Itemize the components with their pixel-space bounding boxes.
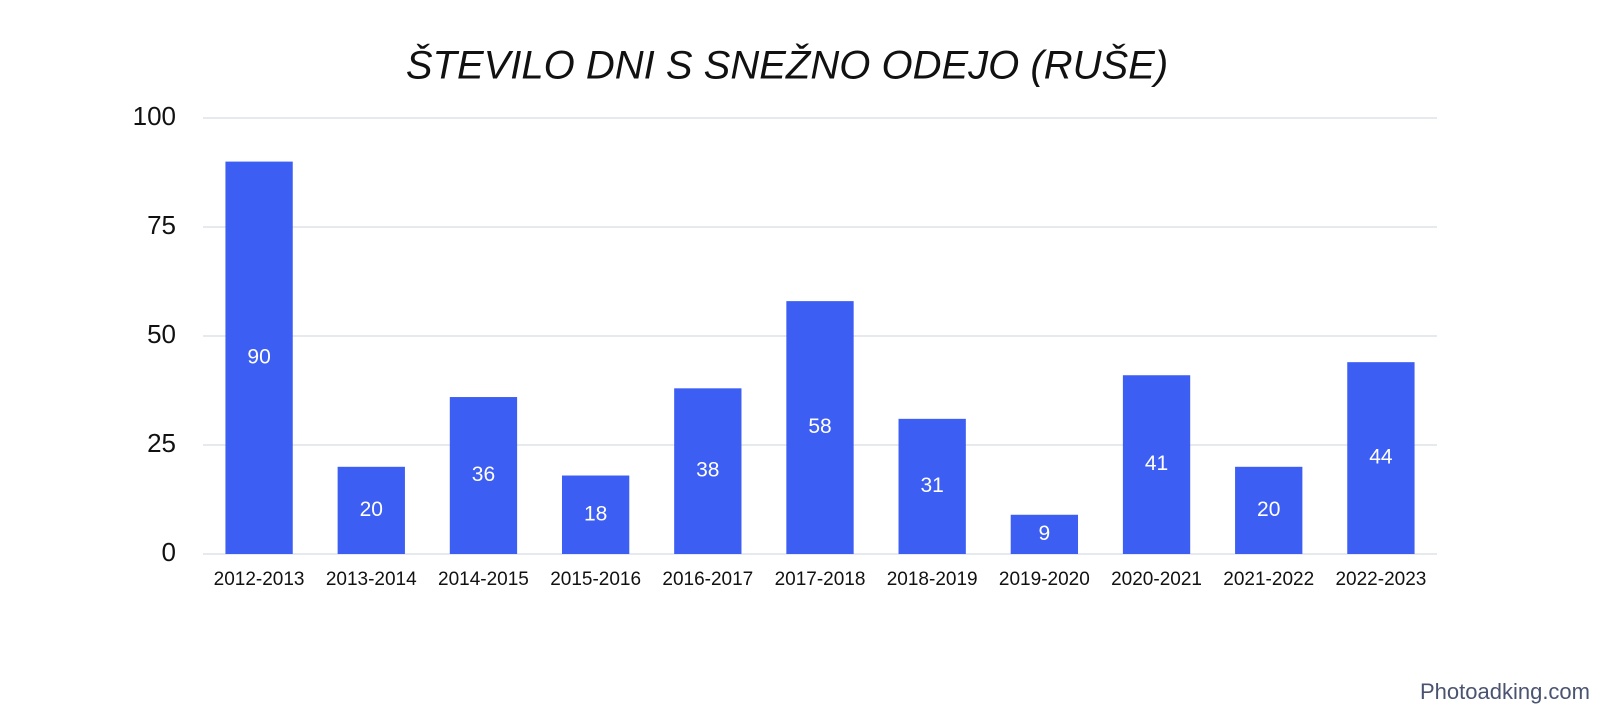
x-tick-label: 2012-2013 (214, 569, 305, 590)
y-tick-label: 25 (147, 428, 176, 458)
bar (337, 466, 405, 554)
value-label: 44 (1369, 446, 1393, 469)
value-label: 20 (1257, 498, 1280, 521)
x-tick-label: 2015-2016 (550, 569, 641, 590)
bar (1235, 466, 1303, 554)
x-tick-label: 2014-2015 (438, 569, 529, 590)
value-label: 36 (472, 463, 495, 486)
value-label: 90 (247, 345, 270, 368)
chart-title: ŠTEVILO DNI S SNEŽNO ODEJO (RUŠE) (406, 43, 1168, 88)
bar (898, 418, 966, 554)
value-label: 9 (1039, 522, 1051, 545)
x-tick-label: 2019-2020 (999, 569, 1090, 590)
y-tick-label: 50 (147, 319, 176, 349)
bar (1122, 375, 1191, 554)
x-tick-label: 2016-2017 (662, 569, 753, 590)
x-tick-label: 2018-2019 (887, 569, 978, 590)
value-label: 38 (696, 459, 719, 482)
y-tick-label: 75 (147, 210, 176, 240)
y-tick-label: 0 (162, 537, 176, 567)
x-tick-label: 2020-2021 (1111, 569, 1202, 590)
value-label: 18 (584, 502, 607, 525)
value-label: 31 (921, 474, 944, 497)
value-label: 41 (1145, 452, 1168, 475)
x-tick-label: 2021-2022 (1223, 569, 1314, 590)
bar (786, 301, 854, 554)
x-tick-label: 2017-2018 (775, 569, 866, 590)
bar (561, 475, 630, 554)
value-label: 58 (808, 415, 831, 438)
bar (1010, 514, 1079, 554)
bar (449, 397, 518, 554)
x-tick-label: 2013-2014 (326, 569, 417, 590)
bar (674, 388, 742, 554)
watermark: Photoadking.com (1420, 679, 1590, 704)
bar (225, 161, 293, 554)
bar (1347, 362, 1415, 554)
y-tick-label: 100 (133, 101, 176, 131)
value-label: 20 (360, 498, 383, 521)
x-tick-label: 2022-2023 (1335, 569, 1426, 590)
